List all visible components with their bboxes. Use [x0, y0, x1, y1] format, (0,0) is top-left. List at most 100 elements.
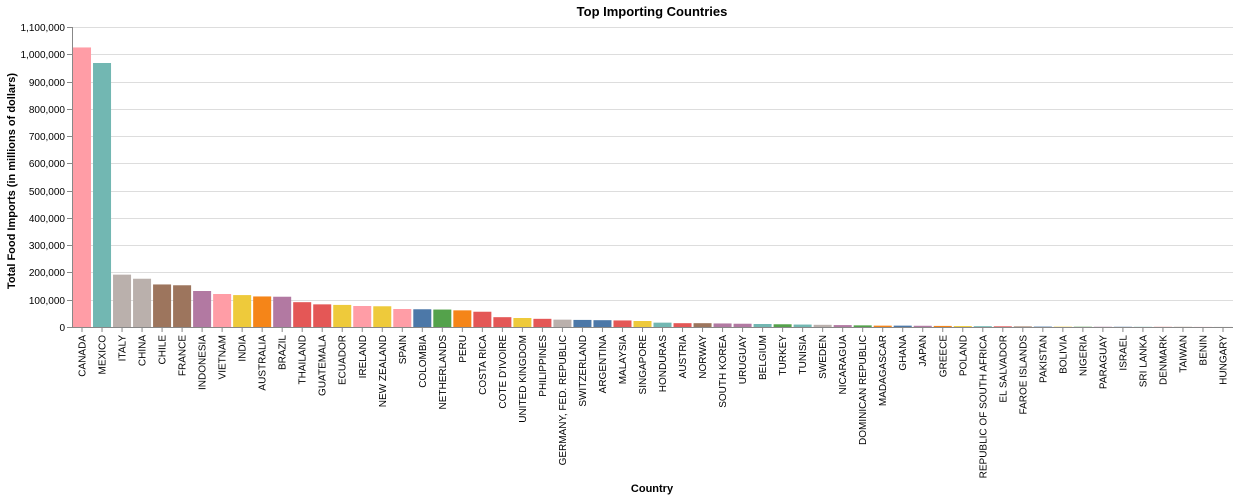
bar-peru: [453, 310, 472, 327]
x-tick-label: INDONESIA: [198, 335, 209, 390]
x-tick-label: ISRAEL: [1118, 335, 1129, 371]
bar-indonesia: [193, 291, 212, 327]
x-tick-label: NICARAGUA: [838, 335, 849, 395]
x-tick-label: SOUTH KOREA: [718, 335, 729, 408]
x-tick-label: NETHERLANDS: [438, 335, 449, 410]
x-tick-label: UNITED KINGDOM: [518, 335, 529, 423]
bar-norway: [693, 323, 712, 327]
y-tick-label: 1,100,000: [21, 23, 66, 34]
y-tick-label: 900,000: [29, 78, 66, 89]
bar-singapore: [633, 321, 652, 327]
bar-madagascar: [873, 325, 892, 327]
x-tick-label: GUATEMALA: [318, 335, 329, 396]
bar-cote-d-ivoire: [493, 317, 512, 327]
x-tick-label: COTE D'IVOIRE: [498, 335, 509, 409]
y-tick-label: 700,000: [29, 132, 66, 143]
bar-austria: [673, 323, 692, 327]
y-tick-label: 100,000: [29, 296, 66, 307]
bar-switzerland: [573, 319, 592, 327]
bar-south-korea: [713, 323, 732, 327]
x-tick-label: POLAND: [958, 335, 969, 376]
x-tick-label: NIGERIA: [1078, 335, 1089, 376]
y-tick-label: 1,000,000: [21, 50, 66, 61]
bar-italy: [113, 274, 132, 327]
x-tick-label: TURKEY: [778, 335, 789, 376]
x-tick-label: EL SALVADOR: [998, 335, 1009, 403]
x-tick-label: PAKISTAN: [1038, 335, 1049, 383]
bar-vietnam: [213, 294, 232, 327]
x-tick-label: ECUADOR: [338, 335, 349, 385]
x-tick-label: INDIA: [238, 335, 249, 362]
y-tick-label: 400,000: [29, 214, 66, 225]
x-tick-label: SPAIN: [398, 335, 409, 364]
y-tick-label: 600,000: [29, 159, 66, 170]
bar-ecuador: [333, 304, 352, 327]
axes: 0 100,000 200,000 300,000 400,000 500,000 600,…: [21, 23, 1233, 479]
bars: [73, 47, 1232, 327]
bar-malaysia: [613, 320, 632, 327]
x-tick-label: GHANA: [898, 335, 909, 371]
bar-belgium: [753, 324, 772, 327]
bar-greece: [933, 325, 952, 327]
bar-costa-rica: [473, 311, 492, 327]
bar-republic-of-south-africa: [973, 326, 992, 327]
bar-china: [133, 278, 152, 327]
x-tick-label: NORWAY: [698, 335, 709, 379]
x-tick-label: URUGUAY: [738, 335, 749, 385]
x-tick-label: FAROE ISLANDS: [1018, 335, 1029, 415]
x-tick-label: REPUBLIC OF SOUTH AFRICA: [978, 335, 989, 479]
bar-colombia: [413, 309, 432, 327]
x-tick-label: GERMANY, FED. REPUBLIC: [558, 335, 569, 465]
chart-title: Top Importing Countries: [577, 4, 728, 19]
bar-el-salvador: [993, 326, 1012, 327]
x-tick-label: NEW ZEALAND: [378, 335, 389, 407]
x-tick-label: BELGIUM: [758, 335, 769, 380]
x-tick-label: PARAGUAY: [1098, 335, 1109, 389]
bar-chile: [153, 284, 172, 327]
x-tick-label: ITALY: [118, 335, 129, 362]
bar-poland: [953, 326, 972, 327]
y-tick-label: 800,000: [29, 105, 66, 116]
bar-india: [233, 295, 252, 327]
x-tick-label: ARGENTINA: [598, 335, 609, 394]
bar-new-zealand: [373, 306, 392, 327]
y-tick-label: 500,000: [29, 187, 66, 198]
bar-united-kingdom: [513, 318, 532, 327]
bar-nicaragua: [833, 325, 852, 327]
bar-guatemala: [313, 304, 332, 327]
x-tick-label: HUNGARY: [1218, 335, 1229, 385]
y-axis-title: Total Food Imports (in millions of dolla…: [6, 73, 18, 289]
bar-uruguay: [733, 323, 752, 327]
y-tick-label: 0: [59, 323, 65, 334]
bar-australia: [253, 296, 272, 327]
bar-ghana: [893, 325, 912, 327]
x-tick-label: CANADA: [78, 335, 89, 377]
x-tick-label: BENIN: [1198, 335, 1209, 366]
x-tick-label: SWEDEN: [818, 335, 829, 379]
x-tick-label: IRELAND: [358, 335, 369, 378]
x-tick-label: PHILIPPINES: [538, 335, 549, 397]
bar-faroe-islands: [1013, 326, 1032, 327]
x-tick-label: HONDURAS: [658, 335, 669, 393]
x-tick-label: COSTA RICA: [478, 335, 489, 395]
bar-japan: [913, 325, 932, 327]
x-tick-label: JAPAN: [918, 335, 929, 367]
y-tick-label: 300,000: [29, 241, 66, 252]
bar-turkey: [773, 324, 792, 327]
x-tick-label: TAIWAN: [1178, 335, 1189, 373]
x-axis-title: Country: [631, 483, 674, 495]
bar-brazil: [273, 296, 292, 327]
bar-mexico: [93, 63, 112, 327]
bar-canada: [73, 47, 92, 327]
bar-dominican-republic: [853, 325, 872, 327]
bar-honduras: [653, 322, 672, 327]
bar-philippines: [533, 318, 552, 327]
x-tick-label: MADAGASCAR: [878, 335, 889, 406]
bar-ireland: [353, 306, 372, 327]
x-tick-label: SWITZERLAND: [578, 335, 589, 407]
gridlines: [72, 27, 1233, 328]
bar-sweden: [813, 324, 832, 327]
x-tick-label: MALAYSIA: [618, 335, 629, 385]
bar-spain: [393, 309, 412, 327]
